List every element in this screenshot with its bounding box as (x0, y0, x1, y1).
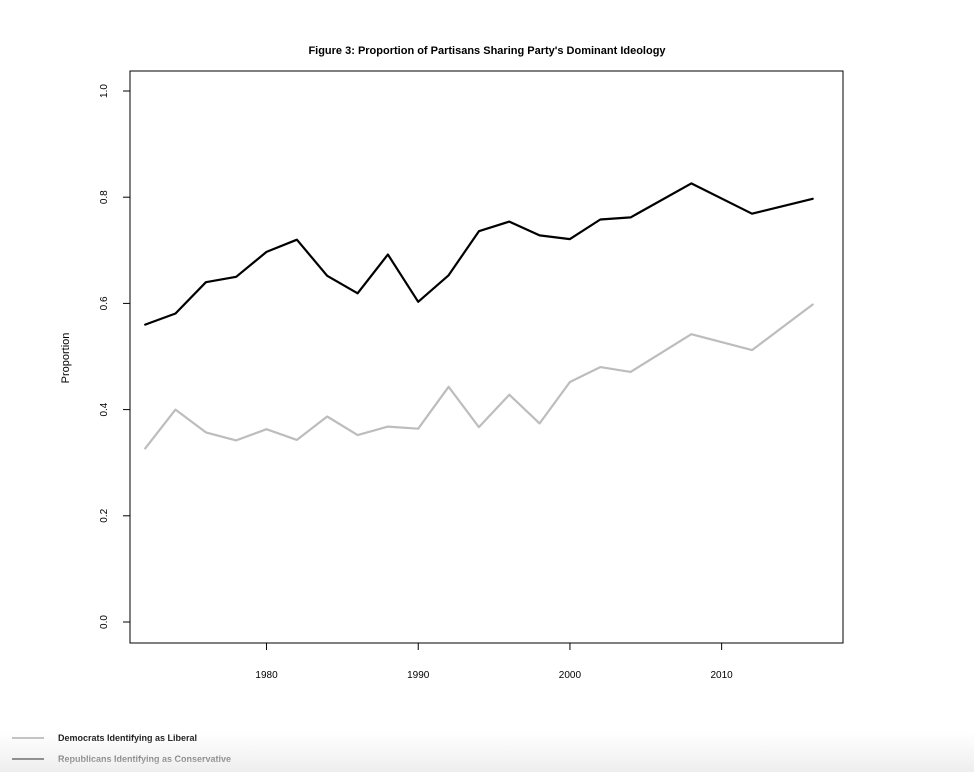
legend-swatch-democrats (12, 736, 44, 740)
y-tick-label-1.0: 1.0 (99, 84, 110, 98)
legend-label-democrats: Democrats Identifying as Liberal (58, 733, 198, 743)
legend-label-republicans: Republicans Identifying as Conservative (58, 754, 232, 764)
series-line-republicans (144, 182, 814, 326)
chart-title: Figure 3: Proportion of Partisans Sharin… (308, 45, 666, 57)
y-tick-label-0.6: 0.6 (99, 296, 110, 310)
x-tick-label-2000: 2000 (559, 670, 582, 681)
series-layer (144, 182, 814, 450)
y-tick-label-0.0: 0.0 (99, 615, 110, 629)
x-tick-label-1980: 1980 (255, 670, 278, 681)
y-tick-label-0.2: 0.2 (99, 508, 110, 522)
legend-item-democrats: Democrats Identifying as Liberal (12, 728, 231, 748)
legend-item-republicans: Republicans Identifying as Conservative (12, 749, 231, 769)
y-tick-label-0.8: 0.8 (99, 190, 110, 204)
y-tick-label-0.4: 0.4 (99, 402, 110, 416)
series-line-democrats (144, 303, 814, 450)
y-axis: 0.0 0.2 0.4 0.6 0.8 1.0 (99, 84, 130, 629)
x-tick-label-2010: 2010 (711, 670, 734, 681)
x-axis: 1980 1990 2000 2010 (255, 643, 733, 681)
legend: Democrats Identifying as Liberal Republi… (12, 728, 231, 770)
x-tick-label-1990: 1990 (407, 670, 430, 681)
legend-swatch-republicans (12, 757, 44, 761)
plot-frame (129, 70, 844, 644)
